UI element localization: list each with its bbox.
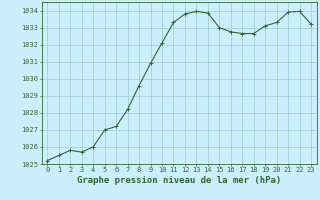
X-axis label: Graphe pression niveau de la mer (hPa): Graphe pression niveau de la mer (hPa) [77,176,281,185]
